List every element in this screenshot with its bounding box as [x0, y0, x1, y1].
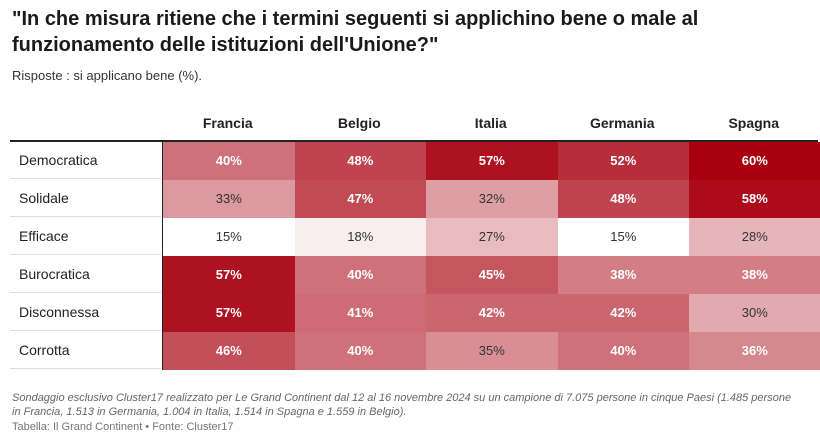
heatmap-cell: 15%	[557, 218, 689, 256]
table-row: Disconnessa 57% 41% 42% 42% 30%	[10, 294, 820, 332]
heatmap-cell: 40%	[163, 142, 295, 180]
heatmap-cell: 33%	[163, 180, 295, 218]
heatmap-cell: 40%	[557, 332, 689, 370]
column-header-spagna: Spagna	[728, 115, 780, 131]
column-header-belgio: Belgio	[337, 115, 381, 131]
heatmap-cell: 30%	[689, 294, 820, 332]
row-label-divider	[162, 142, 163, 370]
heatmap-cell: 38%	[689, 256, 820, 294]
table-row: Democratica 40% 48% 57% 52% 60%	[10, 142, 820, 180]
heatmap-cell: 60%	[689, 142, 820, 180]
heatmap-cell: 45%	[426, 256, 558, 294]
heatmap-cell: 42%	[557, 294, 689, 332]
heatmap-cell: 57%	[426, 142, 558, 180]
heatmap-cell: 48%	[557, 180, 689, 218]
row-label: Corrotta	[10, 332, 161, 369]
row-label: Democratica	[10, 142, 161, 179]
heatmap-cell: 36%	[689, 332, 820, 370]
heatmap-cell: 18%	[294, 218, 426, 256]
heatmap-cell: 42%	[426, 294, 558, 332]
heatmap-cell: 48%	[294, 142, 426, 180]
table-row: Corrotta 46% 40% 35% 40% 36%	[10, 332, 820, 370]
table-row: Solidale 33% 47% 32% 48% 58%	[10, 180, 820, 218]
column-header-row: Francia Belgio Italia Germania Spagna	[10, 104, 818, 142]
row-label: Disconnessa	[10, 294, 161, 331]
heatmap-cell: 58%	[689, 180, 820, 218]
heatmap-cell: 47%	[294, 180, 426, 218]
heatmap-cell: 40%	[294, 256, 426, 294]
heatmap-cell: 57%	[163, 256, 295, 294]
row-label: Solidale	[10, 180, 161, 217]
chart-subtitle: Risposte : si applicano bene (%).	[12, 68, 203, 83]
heatmap-cell: 27%	[426, 218, 558, 256]
column-header-germania: Germania	[589, 115, 655, 131]
table-row: Efficace 15% 18% 27% 15% 28%	[10, 218, 820, 256]
column-header-francia: Francia	[202, 115, 253, 131]
heatmap-cell: 28%	[689, 218, 820, 256]
heatmap-cell: 52%	[557, 142, 689, 180]
heatmap-cell: 57%	[163, 294, 295, 332]
heatmap-cell: 41%	[294, 294, 426, 332]
heatmap-cell: 15%	[163, 218, 295, 256]
survey-note: Sondaggio esclusivo Cluster17 realizzato…	[12, 392, 792, 418]
heatmap-cell: 35%	[426, 332, 558, 370]
chart-title: "In che misura ritiene che i termini seg…	[12, 8, 699, 56]
table-row: Burocratica 57% 40% 45% 38% 38%	[10, 256, 820, 294]
row-label: Burocratica	[10, 256, 161, 293]
heatmap-cell: 32%	[426, 180, 558, 218]
heatmap-cell: 40%	[294, 332, 426, 370]
heatmap-cell: 46%	[163, 332, 295, 370]
column-header-italia: Italia	[474, 115, 507, 131]
heatmap-cell: 38%	[557, 256, 689, 294]
source-credit: Tabella: Il Grand Continent • Fonte: Clu…	[12, 421, 234, 433]
row-label: Efficace	[10, 218, 161, 255]
